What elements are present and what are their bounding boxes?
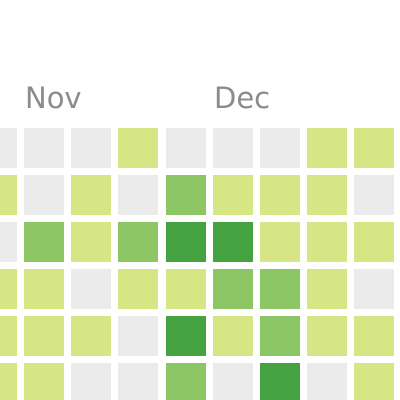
contribution-day-cell[interactable] — [71, 175, 111, 215]
contribution-day-cell[interactable] — [0, 363, 17, 400]
contribution-day-cell[interactable] — [166, 128, 206, 168]
contribution-day-cell[interactable] — [307, 128, 347, 168]
contribution-day-cell[interactable] — [71, 269, 111, 309]
contribution-day-cell[interactable] — [166, 363, 206, 400]
contribution-day-cell[interactable] — [260, 128, 300, 168]
contribution-day-cell[interactable] — [118, 269, 158, 309]
contribution-day-cell[interactable] — [354, 269, 394, 309]
contribution-day-cell[interactable] — [213, 316, 253, 356]
contribution-day-cell[interactable] — [260, 269, 300, 309]
contribution-day-cell[interactable] — [0, 222, 17, 262]
contribution-day-cell[interactable] — [118, 222, 158, 262]
contribution-day-cell[interactable] — [260, 175, 300, 215]
contribution-day-cell[interactable] — [0, 269, 17, 309]
contribution-day-cell[interactable] — [307, 316, 347, 356]
contribution-day-cell[interactable] — [24, 175, 64, 215]
contribution-day-cell[interactable] — [213, 128, 253, 168]
month-label-dec: Dec — [214, 81, 271, 115]
contribution-day-cell[interactable] — [260, 316, 300, 356]
contribution-day-cell[interactable] — [213, 222, 253, 262]
contribution-day-cell[interactable] — [24, 222, 64, 262]
contribution-day-cell[interactable] — [118, 128, 158, 168]
contribution-day-cell[interactable] — [0, 128, 17, 168]
contribution-day-cell[interactable] — [354, 128, 394, 168]
contribution-day-cell[interactable] — [166, 222, 206, 262]
contribution-day-cell[interactable] — [354, 363, 394, 400]
contribution-day-cell[interactable] — [213, 363, 253, 400]
contribution-day-cell[interactable] — [307, 175, 347, 215]
contribution-day-cell[interactable] — [260, 222, 300, 262]
contribution-day-cell[interactable] — [260, 363, 300, 400]
contribution-day-cell[interactable] — [0, 316, 17, 356]
contribution-day-cell[interactable] — [307, 222, 347, 262]
contribution-day-cell[interactable] — [166, 175, 206, 215]
contribution-day-cell[interactable] — [71, 363, 111, 400]
contribution-day-cell[interactable] — [354, 222, 394, 262]
contribution-day-cell[interactable] — [118, 175, 158, 215]
contribution-day-cell[interactable] — [166, 269, 206, 309]
contribution-day-cell[interactable] — [71, 222, 111, 262]
contribution-day-cell[interactable] — [213, 269, 253, 309]
contribution-day-cell[interactable] — [24, 363, 64, 400]
contribution-day-cell[interactable] — [354, 175, 394, 215]
contribution-day-cell[interactable] — [24, 316, 64, 356]
contribution-day-cell[interactable] — [307, 269, 347, 309]
contribution-day-cell[interactable] — [118, 363, 158, 400]
contribution-day-cell[interactable] — [166, 316, 206, 356]
contribution-day-cell[interactable] — [71, 316, 111, 356]
contribution-day-cell[interactable] — [354, 316, 394, 356]
month-label-nov: Nov — [25, 81, 82, 115]
contribution-day-cell[interactable] — [71, 128, 111, 168]
contribution-day-cell[interactable] — [24, 269, 64, 309]
contribution-day-cell[interactable] — [0, 175, 17, 215]
contribution-day-cell[interactable] — [118, 316, 158, 356]
contribution-day-cell[interactable] — [213, 175, 253, 215]
contribution-day-cell[interactable] — [307, 363, 347, 400]
contribution-day-cell[interactable] — [24, 128, 64, 168]
